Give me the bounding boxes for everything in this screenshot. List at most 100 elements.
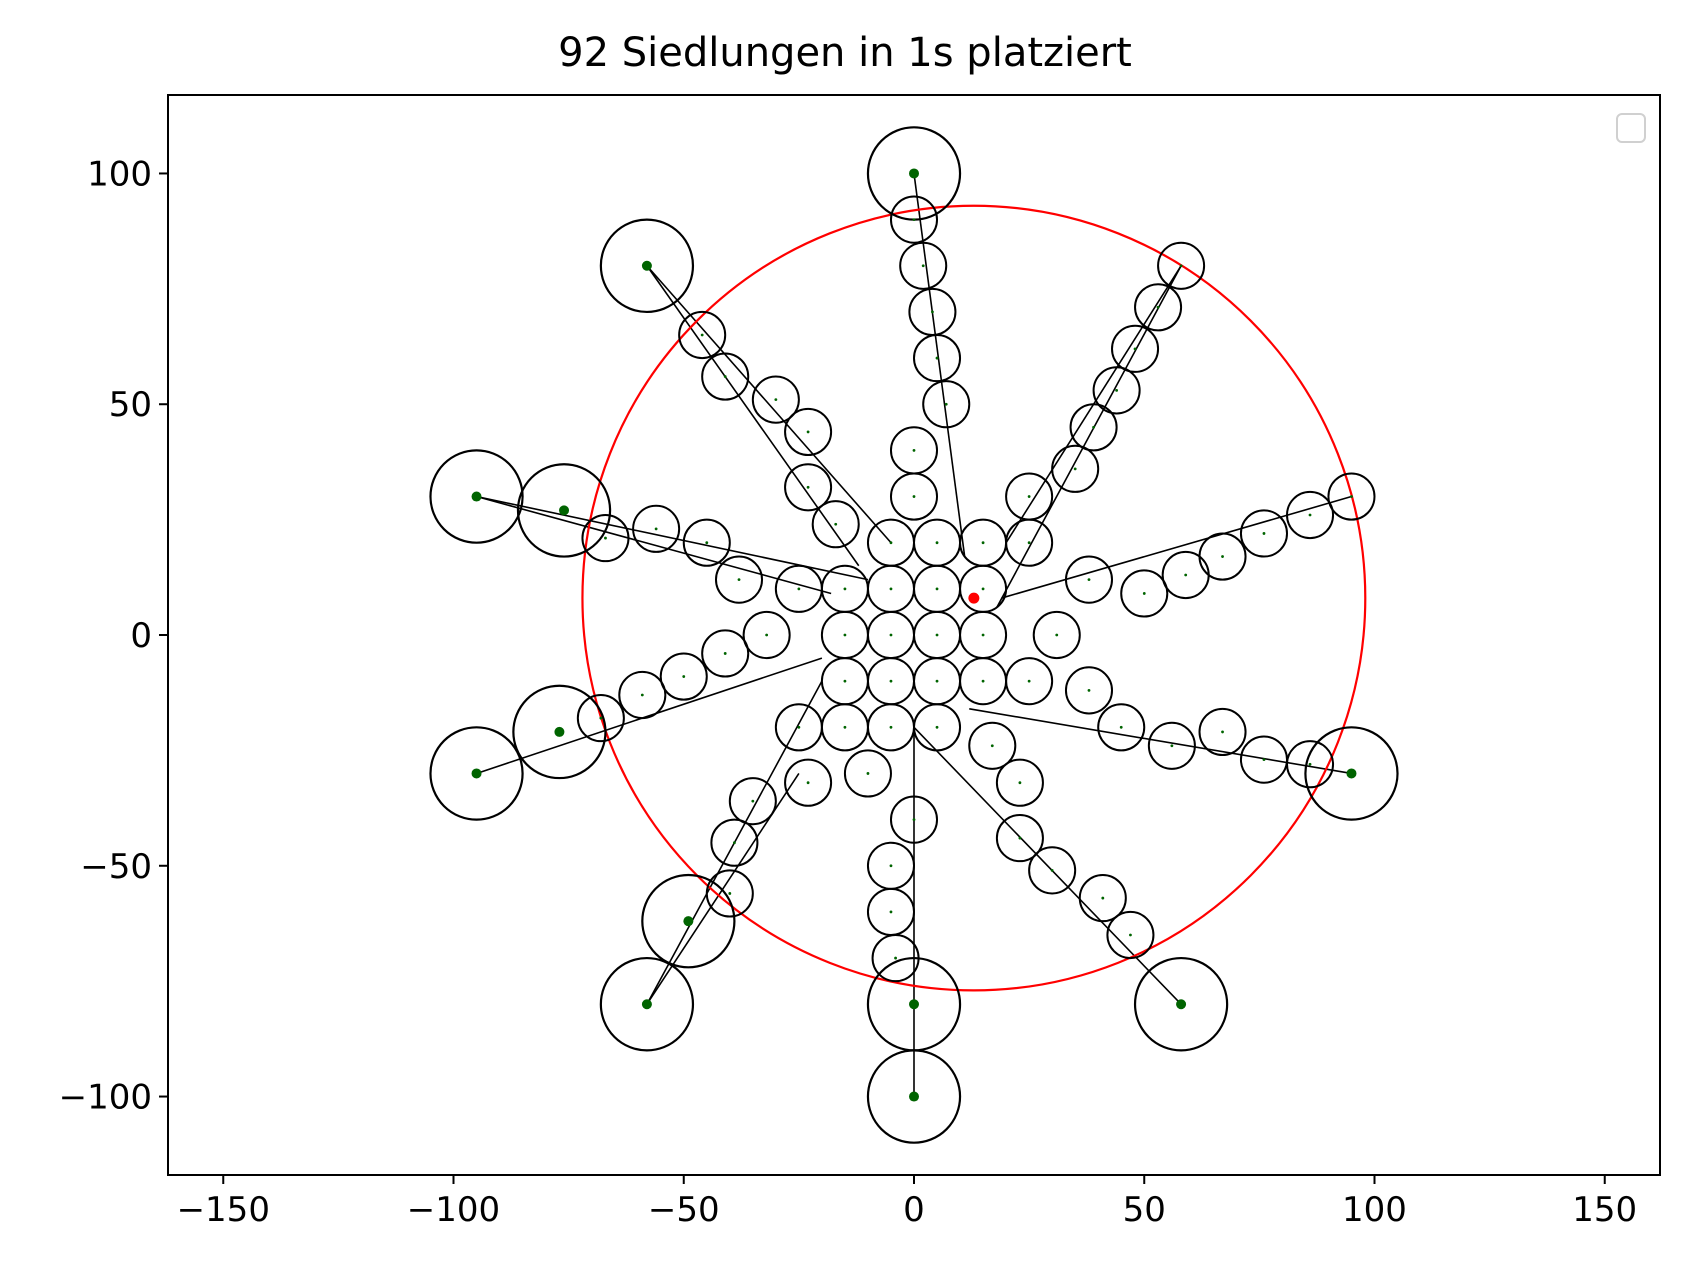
settlement-center-point	[682, 675, 686, 678]
settlement-center-point	[866, 772, 870, 775]
major-settlement-center-point	[471, 768, 482, 779]
settlement-circle	[774, 703, 823, 752]
settlement-circle	[1198, 707, 1247, 757]
connection-line	[646, 265, 892, 544]
settlement-circle	[1161, 550, 1210, 600]
settlement-circle	[811, 500, 860, 549]
settlement-circle	[1005, 518, 1054, 567]
settlement-center-point	[935, 633, 939, 637]
settlement-circle	[1028, 846, 1077, 895]
settlement-center-point	[843, 633, 847, 637]
settlement-center-point	[912, 218, 916, 222]
settlement-center-point	[1018, 836, 1022, 840]
settlement-center-point	[843, 679, 847, 683]
settlement-center-point	[1350, 495, 1353, 498]
settlement-center-point	[912, 818, 916, 822]
settlement-circle	[678, 310, 727, 360]
settlement-center-point	[894, 956, 897, 960]
settlement-center-point	[1221, 730, 1224, 734]
empty-legend-box	[1616, 113, 1646, 143]
x-tick-label: 50	[1123, 1190, 1166, 1230]
settlement-center-point	[1262, 758, 1266, 762]
settlement-circle	[889, 195, 939, 244]
settlement-center-point	[889, 633, 893, 637]
settlement-center-point	[1073, 467, 1077, 471]
settlement-circle	[1327, 472, 1376, 521]
settlement-center-point	[806, 781, 810, 785]
major-settlement-center-point	[909, 168, 919, 179]
settlement-center-point	[1055, 633, 1059, 637]
settlement-circle	[701, 352, 750, 401]
settlement-center-point	[1050, 868, 1054, 872]
connection-line	[913, 173, 966, 557]
major-settlement-center-point	[909, 999, 919, 1010]
settlement-center-point	[751, 799, 755, 803]
major-settlement-center-point	[683, 916, 694, 927]
y-tick-label: −50	[80, 847, 152, 887]
settlement-center-point	[1133, 347, 1137, 351]
y-axis-ticks: −100 −50 0 50 100	[59, 154, 168, 1118]
settlement-circle	[889, 795, 939, 844]
settlement-center-point	[1170, 744, 1174, 748]
settlement-center-point	[981, 541, 985, 545]
x-tick-label: −150	[177, 1190, 270, 1230]
settlement-circle	[1239, 735, 1289, 784]
settlement-center-point	[912, 448, 916, 452]
settlement-center-point	[981, 679, 985, 683]
y-tick-label: 50	[109, 385, 152, 425]
settlement-center-point	[1018, 781, 1022, 785]
settlement-center-point	[889, 587, 893, 591]
settlement-center-point	[806, 485, 810, 489]
connection-line	[476, 657, 823, 775]
settlement-centers	[471, 168, 1357, 1102]
settlement-center-point	[797, 725, 801, 729]
settlement-center-point	[921, 264, 925, 268]
bounding-circle-group	[581, 204, 1367, 992]
settlement-center-point	[931, 310, 934, 314]
x-tick-label: −50	[648, 1190, 720, 1230]
x-tick-label: 150	[1572, 1190, 1637, 1230]
settlement-circle	[728, 777, 777, 826]
bounding-center-point	[968, 592, 980, 604]
x-tick-label: 0	[903, 1190, 925, 1230]
settlement-center-point	[889, 541, 893, 545]
settlement-center-point	[1087, 578, 1091, 582]
settlement-circle	[968, 721, 1017, 770]
settlement-circle	[581, 514, 630, 563]
major-settlement-center-point	[909, 1091, 919, 1102]
major-settlement-center-point	[1176, 999, 1187, 1010]
settlement-center-point	[1308, 513, 1312, 517]
y-tick-label: 0	[130, 616, 152, 656]
settlement-circle	[1051, 444, 1100, 493]
settlement-circle	[1147, 721, 1196, 770]
settlement-circle	[1064, 666, 1114, 715]
settlement-circle	[843, 749, 892, 798]
settlement-circle	[1097, 703, 1146, 752]
settlement-circle	[889, 472, 939, 521]
settlement-circle	[1069, 403, 1118, 452]
settlement-circle	[1134, 283, 1183, 332]
settlement-circle	[576, 694, 625, 743]
settlement-center-point	[1179, 264, 1183, 268]
settlement-center-point	[1129, 933, 1132, 937]
settlement-circle	[1078, 874, 1127, 923]
major-settlement-center-point	[641, 999, 652, 1010]
major-settlement-circle	[512, 684, 607, 780]
major-settlement-circle	[599, 218, 695, 314]
settlement-circle	[922, 380, 971, 429]
settlement-center-point	[1221, 555, 1224, 558]
settlement-circle	[1111, 324, 1160, 373]
connection-line	[1001, 495, 1352, 599]
settlement-center-point	[640, 693, 644, 697]
settlement-circle	[742, 610, 791, 660]
connection-line	[646, 265, 860, 567]
settlement-center-point	[774, 398, 778, 402]
settlement-center-point	[912, 495, 916, 498]
settlement-center-point	[935, 679, 939, 683]
settlement-circle	[710, 818, 759, 867]
settlement-circle	[1032, 610, 1081, 660]
settlement-center-point	[700, 333, 704, 337]
settlement-center-point	[889, 725, 893, 729]
settlement-center-point	[889, 910, 893, 914]
